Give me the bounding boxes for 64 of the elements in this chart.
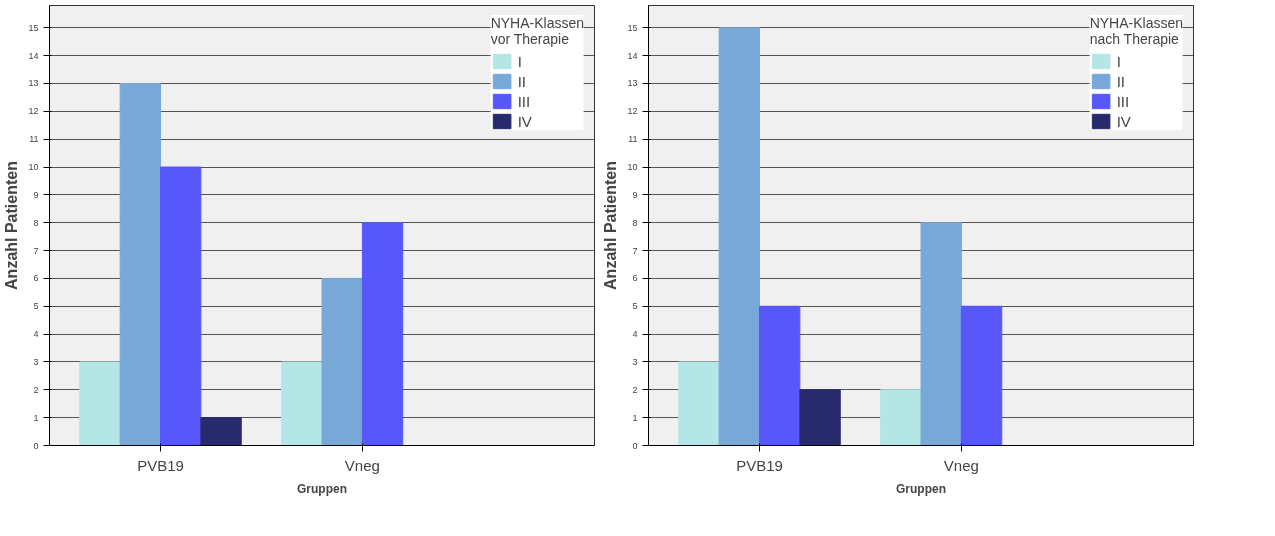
legend-label: II [1116,72,1126,90]
y-tick-label: 13 [627,78,638,89]
y-tick-label: 5 [33,301,39,312]
legend-label: I [517,52,523,70]
y-tick-label: 2 [632,384,638,395]
y-tick-label: 0 [632,440,638,451]
bar [759,305,801,446]
x-tick-label: Vneg [943,456,979,474]
bar [79,361,121,446]
bar [920,222,962,446]
y-axis-title: Anzahl Patienten [3,161,21,290]
legend-label: I [1116,52,1122,70]
y-tick-label: 2 [33,384,39,395]
bar [321,277,363,446]
y-tick-label: 14 [28,50,39,61]
bar [960,305,1003,446]
y-tick-label: 7 [632,245,638,256]
legend-title: NYHA-Klassen nach Therapie [1089,15,1183,47]
y-tick-label: 13 [28,78,39,89]
y-tick-label: 1 [632,412,638,423]
y-tick-label: 15 [28,22,39,33]
y-tick-label: 4 [632,329,638,340]
y-tick-label: 10 [627,162,638,173]
bar [200,417,242,446]
bar [361,222,404,446]
legend-label: II [517,72,527,90]
y-tick-label: 12 [28,106,39,117]
y-tick-label: 6 [632,273,638,284]
x-axis-title: Gruppen [896,481,946,496]
x-tick-label: Vneg [344,456,380,474]
y-tick-label: 11 [628,134,638,145]
legend-label: IV [517,112,533,130]
y-tick-label: 1 [33,412,39,423]
bar [119,82,162,446]
legend-label: IV [1116,112,1132,130]
bar [281,361,323,446]
y-tick-label: 9 [33,189,39,200]
legend-label: III [1116,92,1131,110]
y-axis-title: Anzahl Patienten [602,161,620,290]
x-tick-label: PVB19 [736,456,783,474]
legend-label: III [517,92,532,110]
bar [799,389,841,446]
x-axis-title: Gruppen [297,481,347,496]
y-tick-label: 5 [632,301,638,312]
bar [880,389,922,446]
y-tick-label: 9 [632,189,638,200]
bar [678,361,720,446]
y-tick-label: 14 [627,50,638,61]
bar [718,27,761,446]
y-tick-label: 12 [627,106,638,117]
x-tick-label: PVB19 [137,456,184,474]
y-tick-label: 4 [33,329,39,340]
y-tick-label: 11 [29,134,39,145]
bar [160,166,202,446]
y-tick-label: 3 [632,356,638,367]
y-tick-label: 15 [627,22,638,33]
y-tick-label: 8 [33,217,39,228]
y-tick-label: 7 [33,245,39,256]
legend-title: NYHA-Klassen vor Therapie [490,15,584,47]
y-tick-label: 8 [632,217,638,228]
y-tick-label: 0 [33,440,39,451]
y-tick-label: 6 [33,273,39,284]
y-tick-label: 3 [33,356,39,367]
y-tick-label: 10 [28,162,39,173]
